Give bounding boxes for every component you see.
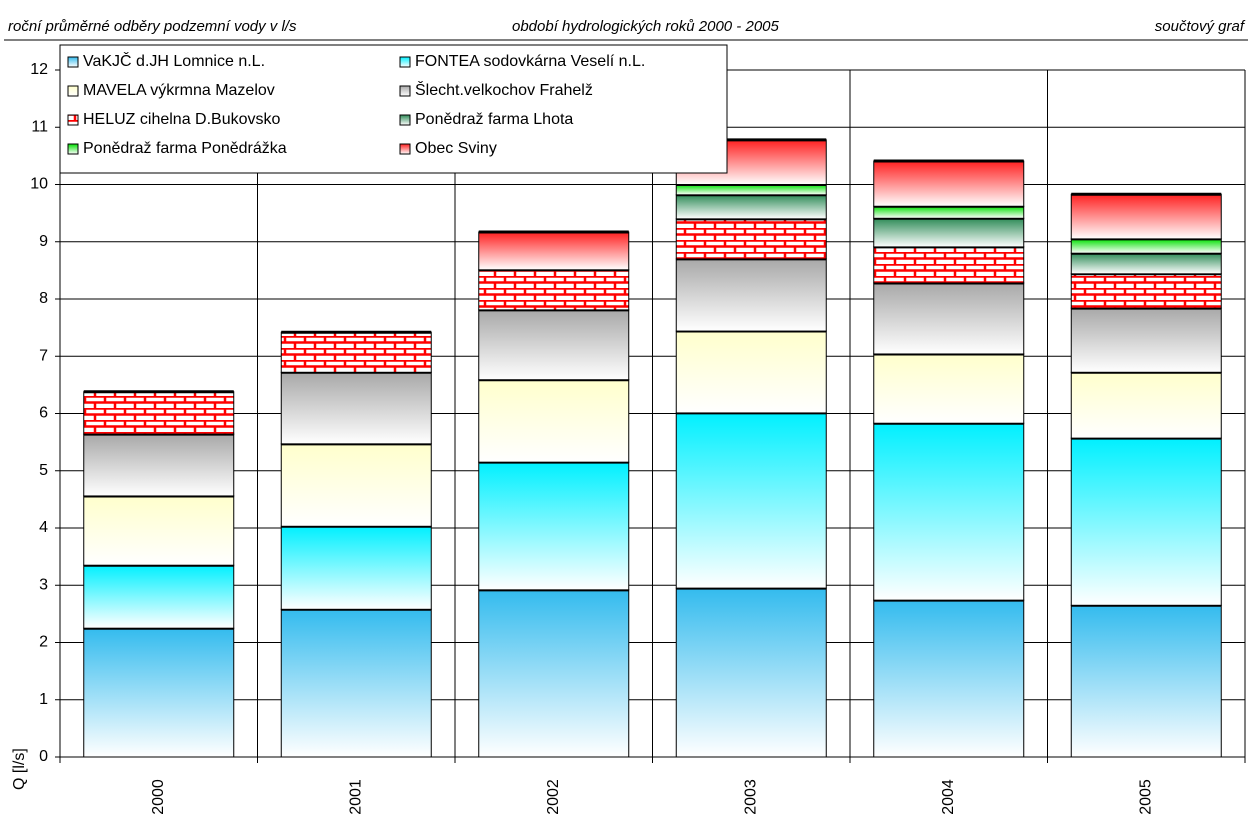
x-tick-label: 2004 (940, 779, 957, 815)
bar-segment (873, 217, 1025, 248)
legend-label: MAVELA výkrmna Mazelov (83, 82, 275, 99)
bar-segment (280, 371, 432, 445)
x-tick-label: 2000 (150, 779, 167, 815)
bar-segment (478, 379, 630, 463)
bar-segment (478, 269, 630, 311)
bar-segment (675, 587, 827, 758)
bar-segment (280, 331, 432, 373)
legend-label: HELUZ cihelna D.Bukovsko (83, 111, 281, 128)
x-tick-label: 2002 (545, 779, 562, 815)
legend-swatch (67, 56, 79, 68)
bar-segment (478, 589, 630, 758)
y-tick-label: 6 (39, 405, 48, 422)
legend-box (59, 44, 728, 174)
bar-segment (83, 564, 235, 629)
legend-swatch (67, 114, 79, 126)
bar-segment (675, 184, 827, 196)
annotation: součtový graf (1155, 18, 1246, 35)
legend-label: Ponědraž farma Ponědrážka (83, 140, 287, 157)
bar-segment (675, 258, 827, 332)
bar-segment (1070, 437, 1222, 606)
x-tick-label: 2001 (347, 779, 364, 815)
y-tick-label: 5 (39, 462, 48, 479)
legend-swatch (399, 56, 411, 68)
bar-segment (478, 309, 630, 381)
legend-swatch (67, 143, 79, 155)
y-tick-label: 0 (39, 748, 48, 765)
bar-segment (675, 330, 827, 414)
bar-segment (873, 205, 1025, 219)
bar-segment (675, 194, 827, 220)
bar-segment (873, 160, 1025, 207)
y-axis-label: Q [l/s] (11, 748, 28, 790)
bar-segment (280, 608, 432, 758)
bar-segment (83, 391, 235, 435)
y-tick-label: 10 (30, 176, 48, 193)
legend-label: Šlecht.velkochov Frahelž (415, 80, 593, 99)
bar-segment (1070, 371, 1222, 439)
bar-segment (1070, 273, 1222, 309)
bar-segment (1070, 307, 1222, 373)
bar-segment (873, 282, 1025, 355)
bar-segment (478, 231, 630, 271)
bar-segment (1070, 252, 1222, 275)
y-tick-label: 1 (39, 691, 48, 708)
chart-title: roční průměrné odběry podzemní vody v l/… (8, 18, 297, 35)
bar-segment (1070, 238, 1222, 254)
y-tick-label: 2 (39, 634, 48, 651)
bar-segment (675, 412, 827, 589)
legend-label: VaKJČ d.JH Lomnice n.L. (83, 51, 265, 70)
bar-segment (83, 627, 235, 758)
y-tick-label: 9 (39, 233, 48, 250)
y-tick-label: 11 (31, 118, 48, 135)
y-tick-label: 8 (39, 290, 48, 307)
bar-segment (675, 218, 827, 260)
legend-swatch (399, 143, 411, 155)
legend-label: Ponědraž farma Lhota (415, 111, 573, 128)
y-tick-label: 7 (39, 347, 48, 364)
bar-segment (1070, 193, 1222, 240)
bar-segment (478, 461, 630, 591)
bar-segment (280, 443, 432, 527)
bar-segment (280, 525, 432, 610)
legend-swatch (399, 114, 411, 126)
x-tick-label: 2005 (1137, 779, 1154, 815)
bar-segment (1070, 604, 1222, 758)
x-tick-label: 2003 (742, 779, 759, 815)
bar-segment (873, 599, 1025, 758)
bar-segment (873, 246, 1025, 284)
bar-segment (83, 495, 235, 566)
y-tick-label: 3 (39, 576, 48, 593)
bar-segment (873, 422, 1025, 601)
y-tick-label: 4 (39, 519, 48, 536)
y-tick-label: 12 (30, 61, 48, 78)
bar-segment (873, 353, 1025, 424)
chart-subtitle: období hydrologických roků 2000 - 2005 (512, 18, 780, 35)
bar-segment (83, 433, 235, 497)
legend-label: FONTEA sodovkárna Veselí n.L. (415, 53, 645, 70)
legend-label: Obec Sviny (415, 140, 497, 157)
legend-swatch (399, 85, 411, 97)
legend-swatch (67, 85, 79, 97)
